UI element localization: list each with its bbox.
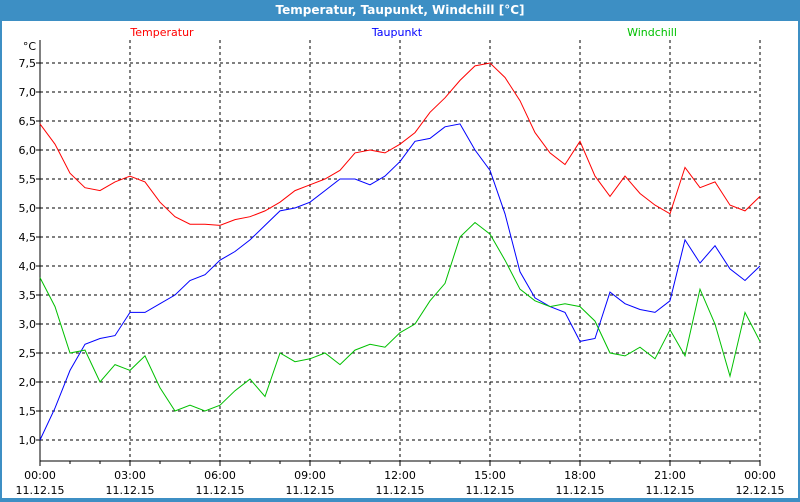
- y-tick-label: 6,0: [19, 144, 37, 157]
- y-tick-label: 1,5: [19, 405, 37, 418]
- x-tick-date: 11.12.15: [16, 484, 65, 497]
- y-tick-label: 5,0: [19, 202, 37, 215]
- y-tick-label: 2,5: [19, 347, 37, 360]
- y-tick-label: 6,5: [19, 115, 37, 128]
- legend-temperatur: Temperatur: [129, 26, 194, 39]
- x-tick-time: 00:00: [24, 469, 56, 482]
- y-tick-label: 7,0: [19, 86, 37, 99]
- x-tick-time: 21:00: [654, 469, 686, 482]
- y-tick-label: 3,0: [19, 318, 37, 331]
- y-tick-label: 5,5: [19, 173, 37, 186]
- x-tick-date: 11.12.15: [106, 484, 155, 497]
- series-line-taupunkt: [39, 123, 761, 441]
- x-tick-date: 11.12.15: [286, 484, 335, 497]
- x-tick-date: 11.12.15: [646, 484, 695, 497]
- x-tick-time: 00:00: [744, 469, 776, 482]
- y-tick-label: 4,0: [19, 260, 37, 273]
- x-tick-time: 03:00: [114, 469, 146, 482]
- x-tick-date: 11.12.15: [376, 484, 425, 497]
- x-tick-time: 18:00: [564, 469, 596, 482]
- x-tick-date: 11.12.15: [556, 484, 605, 497]
- y-tick-label: 7,5: [19, 57, 37, 70]
- x-tick-time: 09:00: [294, 469, 326, 482]
- y-tick-label: 2,0: [19, 376, 37, 389]
- legend-taupunkt: Taupunkt: [371, 26, 423, 39]
- x-tick-time: 06:00: [204, 469, 236, 482]
- line-chart: 1,0 1,5 2,0 2,5 3,0 3,5 4,0 4,5 5,0 5,5 6,0 6,5 7,0 7…: [16, 26, 785, 497]
- x-tick-date: 11.12.15: [196, 484, 245, 497]
- series-line-windchill: [39, 221, 761, 412]
- x-tick-date: 12.12.15: [736, 484, 785, 497]
- x-tick-time: 12:00: [384, 469, 416, 482]
- y-tick-label: 4,5: [19, 231, 37, 244]
- window-title: Temperatur, Taupunkt, Windchill [°C]: [0, 0, 800, 21]
- y-tick-label: 3,5: [19, 289, 37, 302]
- chart-panel: 1,0 1,5 2,0 2,5 3,0 3,5 4,0 4,5 5,0 5,5 6,0 6,5 7,0 7…: [2, 21, 798, 498]
- y-axis-unit: °C: [23, 40, 37, 53]
- y-tick-label: 1,0: [19, 434, 37, 447]
- series-line-temperatur: [39, 62, 761, 226]
- x-tick-time: 15:00: [474, 469, 506, 482]
- legend-windchill: Windchill: [627, 26, 677, 39]
- x-tick-date: 11.12.15: [466, 484, 515, 497]
